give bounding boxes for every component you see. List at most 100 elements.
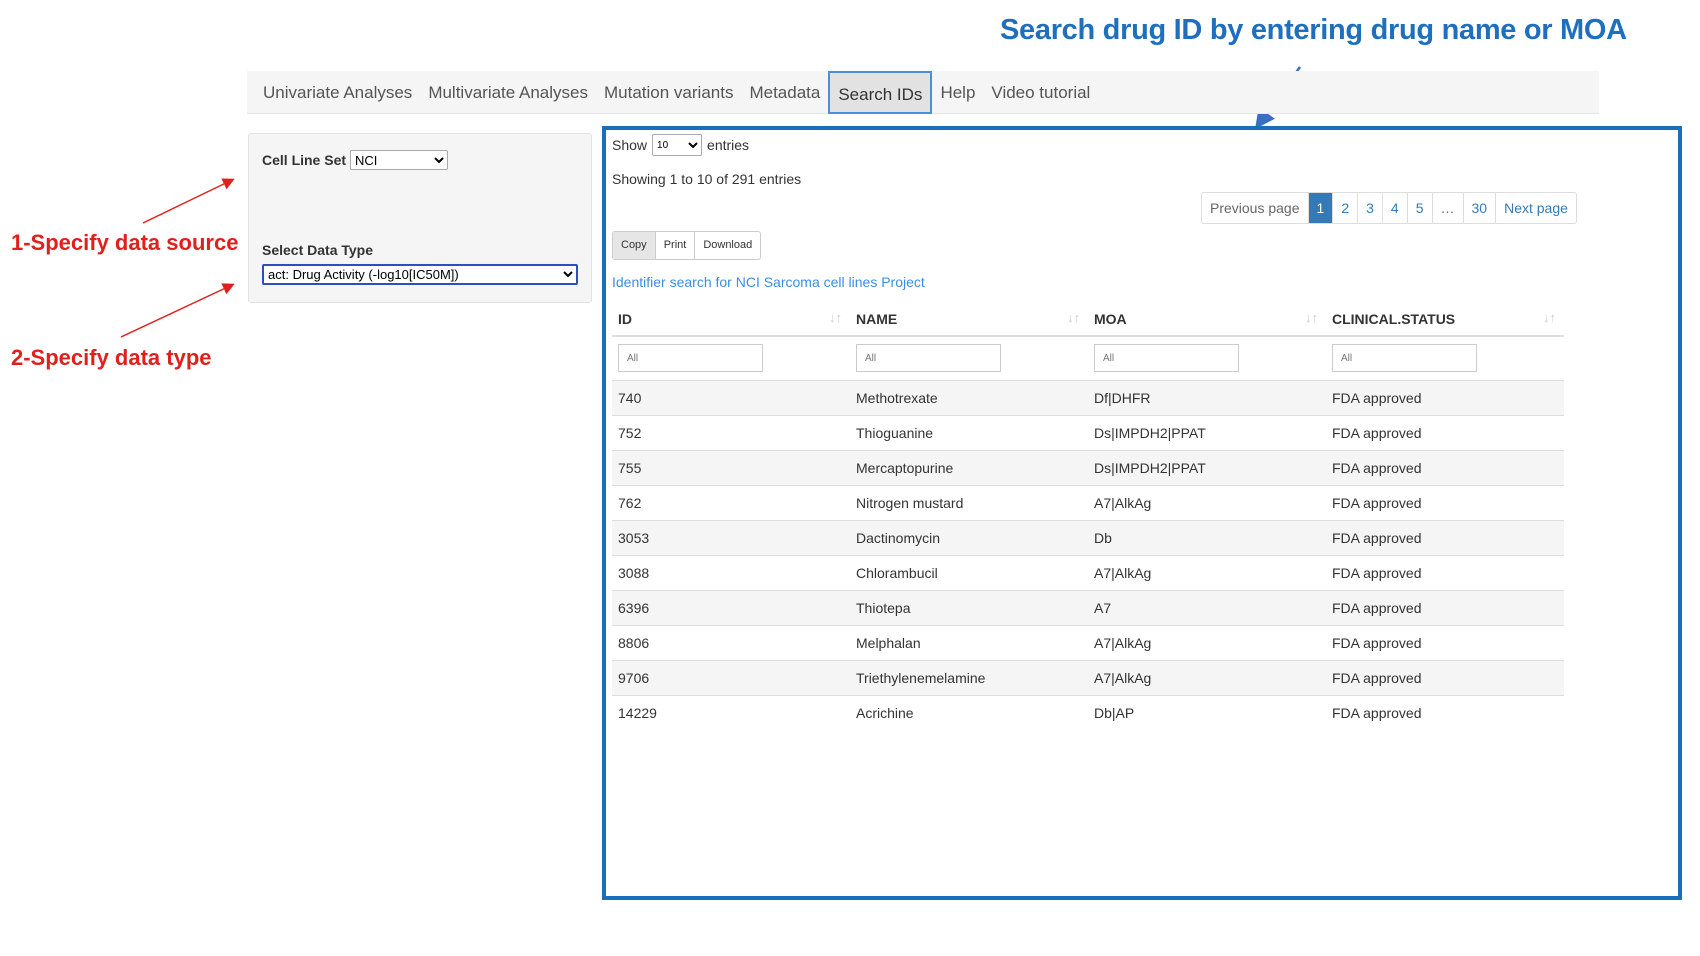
table-row[interactable]: 6396 Thiotepa A7 FDA approved: [612, 589, 1564, 625]
table-row[interactable]: 14229 Acrichine Db|AP FDA approved: [612, 694, 1564, 730]
data-type-label: Select Data Type: [262, 242, 374, 258]
cell-clinical-status: FDA approved: [1326, 484, 1564, 520]
table-row[interactable]: 752 Thioguanine Ds|IMPDH2|PPAT FDA approved: [612, 414, 1564, 450]
page-5-button[interactable]: 5: [1406, 193, 1432, 223]
filter-id[interactable]: [618, 344, 763, 373]
page-3-button[interactable]: 3: [1357, 193, 1382, 223]
cell-moa: Ds|IMPDH2|PPAT: [1088, 449, 1326, 485]
pagination-ellipsis: …: [1431, 193, 1463, 223]
nav-bar: Univariate Analyses Multivariate Analyse…: [247, 70, 1599, 114]
table-row[interactable]: 762 Nitrogen mustard A7|AlkAg FDA approved: [612, 484, 1564, 520]
table-row[interactable]: 755 Mercaptopurine Ds|IMPDH2|PPAT FDA appro…: [612, 449, 1564, 485]
entries-label: entries: [707, 137, 750, 153]
previous-page-button[interactable]: Previous page: [1210, 200, 1300, 216]
table-row[interactable]: 8806 Melphalan A7|AlkAg FDA approved: [612, 624, 1564, 660]
filter-name[interactable]: [856, 344, 1001, 373]
cell-name: Acrichine: [850, 694, 1088, 730]
column-header-clinical-status[interactable]: CLINICAL.STATUS ↓↑: [1326, 302, 1564, 337]
data-type-select[interactable]: act: Drug Activity (-log10[IC50M]): [262, 264, 578, 285]
cell-clinical-status: FDA approved: [1326, 449, 1564, 485]
tab-multivariate[interactable]: Multivariate Analyses: [428, 82, 588, 102]
tab-univariate[interactable]: Univariate Analyses: [263, 82, 413, 102]
cell-clinical-status: FDA approved: [1326, 379, 1564, 415]
ids-table: ID↓↑ NAME↓↑ MOA↓↑ CLINICAL.STATUS↓↑ 740M…: [612, 302, 1564, 730]
tab-video-tutorial[interactable]: Video tutorial: [991, 82, 1091, 102]
annotation-highlight-box: [602, 126, 1682, 900]
export-buttons: Copy Print Download: [612, 231, 762, 260]
arrow-1: [142, 178, 235, 224]
cell-name: Dactinomycin: [850, 519, 1088, 555]
cell-id: 8806: [612, 624, 850, 660]
cell-name: Triethylenemelamine: [850, 659, 1088, 695]
page-1-button[interactable]: 1: [1307, 193, 1333, 223]
tab-help[interactable]: Help: [940, 82, 976, 102]
cell-moa: Df|DHFR: [1088, 379, 1326, 415]
cell-clinical-status: FDA approved: [1326, 414, 1564, 450]
sort-icon[interactable]: ↓↑: [1067, 310, 1080, 325]
tab-search-ids[interactable]: Search IDs: [828, 70, 933, 114]
cell-name: Nitrogen mustard: [850, 484, 1088, 520]
cell-line-select[interactable]: NCI: [350, 150, 449, 170]
page-2-button[interactable]: 2: [1332, 193, 1357, 223]
sort-icon[interactable]: ↓↑: [1543, 310, 1556, 325]
cell-clinical-status: FDA approved: [1326, 694, 1564, 730]
cell-id: 14229: [612, 694, 850, 730]
cell-clinical-status: FDA approved: [1326, 624, 1564, 660]
cell-moa: Ds|IMPDH2|PPAT: [1088, 414, 1326, 450]
cell-moa: A7|AlkAg: [1088, 659, 1326, 695]
cell-id: 9706: [612, 659, 850, 695]
cell-clinical-status: FDA approved: [1326, 589, 1564, 625]
filter-moa[interactable]: [1094, 344, 1239, 373]
entries-select[interactable]: 10: [652, 134, 703, 156]
cell-moa: A7|AlkAg: [1088, 484, 1326, 520]
cell-moa: A7|AlkAg: [1088, 624, 1326, 660]
tab-mutation-variants[interactable]: Mutation variants: [604, 82, 734, 102]
annotation-title: Search drug ID by entering drug name or …: [1000, 14, 1627, 46]
download-button[interactable]: Download: [694, 232, 760, 259]
table-row[interactable]: 9706 Triethylenemelamine A7|AlkAg FDA appro…: [612, 659, 1564, 695]
table-info: Showing 1 to 10 of 291 entries: [612, 171, 802, 187]
table-row[interactable]: 3053 Dactinomycin Db FDA approved: [612, 519, 1564, 555]
sort-icon[interactable]: ↓↑: [829, 310, 842, 325]
cell-moa: A7: [1088, 589, 1326, 625]
sidebar-panel: Cell Line Set NCI Select Data Type act: …: [248, 133, 592, 303]
tab-metadata[interactable]: Metadata: [749, 82, 821, 102]
copy-button[interactable]: Copy: [613, 232, 655, 259]
table-row[interactable]: 3088 Chlorambucil A7|AlkAg FDA approved: [612, 554, 1564, 590]
annotation-label-1: 1-Specify data source: [11, 230, 239, 255]
cell-clinical-status: FDA approved: [1326, 659, 1564, 695]
page-4-button[interactable]: 4: [1381, 193, 1407, 223]
column-header-name[interactable]: NAME ↓↑: [850, 302, 1088, 337]
cell-name: Chlorambucil: [850, 554, 1088, 590]
cell-name: Mercaptopurine: [850, 449, 1088, 485]
project-link[interactable]: Identifier search for NCI Sarcoma cell l…: [612, 274, 925, 290]
cell-line-label: Cell Line Set: [262, 152, 347, 168]
cell-moa: Db|AP: [1088, 694, 1326, 730]
pagination: Previous page 1 2 3 4 5 … 30 Next page: [1201, 192, 1577, 224]
table-row[interactable]: 740 Methotrexate Df|DHFR FDA approved: [612, 379, 1564, 415]
next-page-button[interactable]: Next page: [1495, 193, 1576, 223]
cell-id: 762: [612, 484, 850, 520]
arrow-2: [120, 283, 235, 338]
column-header-moa[interactable]: MOA ↓↑: [1088, 302, 1326, 337]
cell-moa: A7|AlkAg: [1088, 554, 1326, 590]
cell-name: Methotrexate: [850, 379, 1088, 415]
cell-clinical-status: FDA approved: [1326, 519, 1564, 555]
column-header-id[interactable]: ID ↓↑: [612, 302, 850, 337]
sort-icon[interactable]: ↓↑: [1305, 310, 1318, 325]
filter-clinical-status[interactable]: [1332, 344, 1477, 373]
cell-name: Melphalan: [850, 624, 1088, 660]
cell-id: 755: [612, 449, 850, 485]
annotation-label-2: 2-Specify data type: [11, 345, 212, 370]
cell-id: 740: [612, 379, 850, 415]
cell-id: 3053: [612, 519, 850, 555]
cell-id: 752: [612, 414, 850, 450]
show-label: Show: [612, 137, 648, 153]
cell-name: Thiotepa: [850, 589, 1088, 625]
print-button[interactable]: Print: [654, 232, 695, 259]
cell-id: 3088: [612, 554, 850, 590]
page-30-button[interactable]: 30: [1462, 193, 1496, 223]
cell-name: Thioguanine: [850, 414, 1088, 450]
cell-moa: Db: [1088, 519, 1326, 555]
cell-clinical-status: FDA approved: [1326, 554, 1564, 590]
